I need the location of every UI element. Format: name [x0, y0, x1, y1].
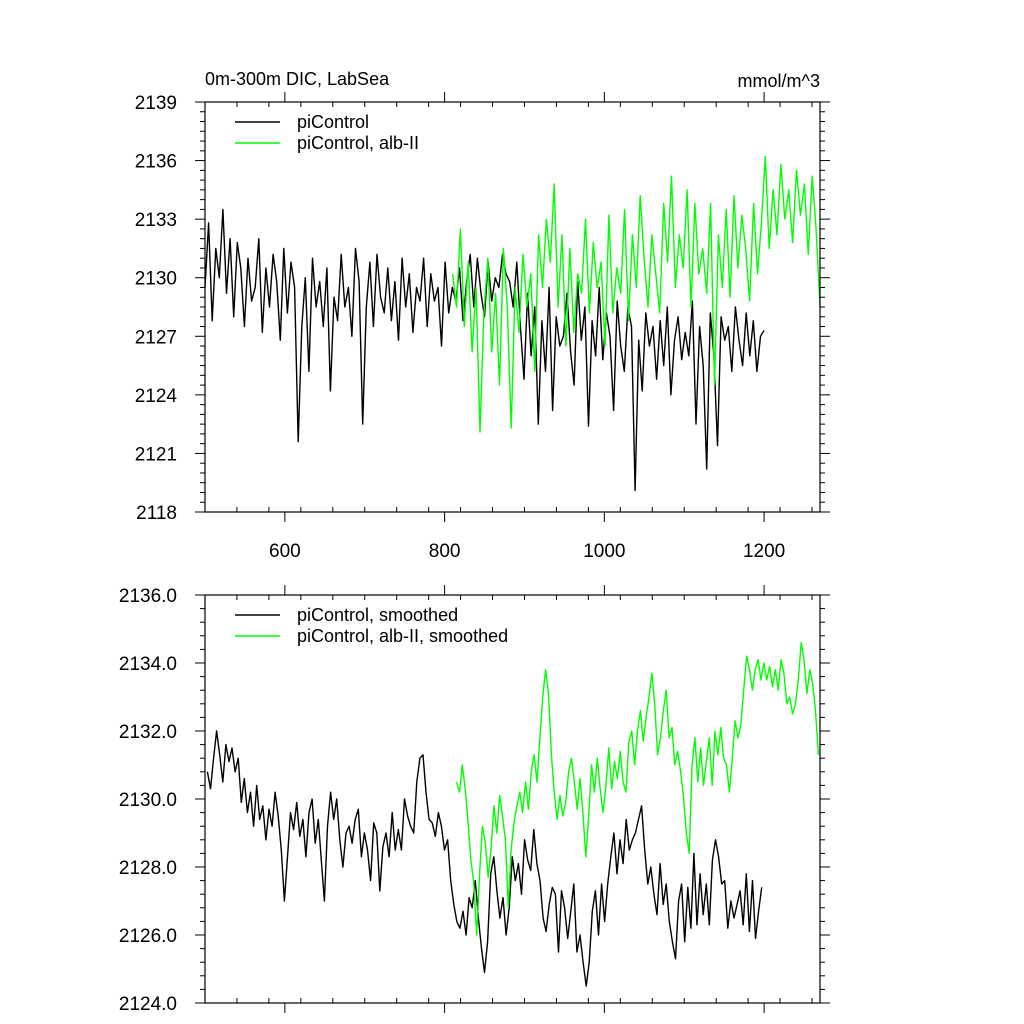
series-line-2 — [451, 155, 821, 433]
panel-1-plot: 2118 2121 2124 2127 2130 2133 2136 2139 600 800 10… — [135, 92, 830, 562]
y-tick-label: 2130.0 — [119, 790, 177, 811]
y-tick-label: 2127 — [135, 327, 177, 348]
y-tick-label: 2139 — [135, 93, 177, 114]
x-tick-label: 1200 — [743, 541, 785, 562]
y-tick-label: 2134.0 — [119, 654, 177, 675]
series-line-2 — [455, 641, 820, 936]
plot-frame — [204, 594, 821, 1004]
legend-label-2: piControl, alb-II — [297, 133, 419, 153]
y-tick-label: 2132.0 — [119, 722, 177, 743]
y-tick-label: 2130 — [135, 269, 177, 290]
y-tick-label: 2136 — [135, 152, 177, 173]
legend-label-1: piControl — [297, 112, 369, 132]
x-tick-label: 1000 — [583, 541, 625, 562]
panel-1-title-right: mmol/m^3 — [738, 71, 820, 91]
y-tick-label: 2126.0 — [119, 926, 177, 947]
y-tick-label: 2136.0 — [119, 586, 177, 607]
y-tick-label: 2128.0 — [119, 858, 177, 879]
series-line-1 — [204, 208, 765, 492]
y-tick-label: 2118 — [136, 503, 177, 524]
x-tick-label: 800 — [429, 541, 461, 562]
x-tick-label: 600 — [269, 541, 301, 562]
legend-label-1: piControl, smoothed — [297, 605, 458, 625]
panel-2-plot: 2124.0 2126.0 2128.0 2130.0 2132.0 2134.0 2136… — [119, 585, 830, 1015]
y-tick-label: 2124 — [135, 386, 178, 407]
series-line-1 — [206, 730, 763, 987]
panel-1-title-left: 0m-300m DIC, LabSea — [205, 69, 390, 89]
y-tick-label: 2121 — [135, 444, 177, 465]
legend-label-2: piControl, alb-II, smoothed — [297, 626, 508, 646]
y-tick-label: 2124.0 — [119, 994, 177, 1015]
y-tick-label: 2133 — [135, 210, 177, 231]
